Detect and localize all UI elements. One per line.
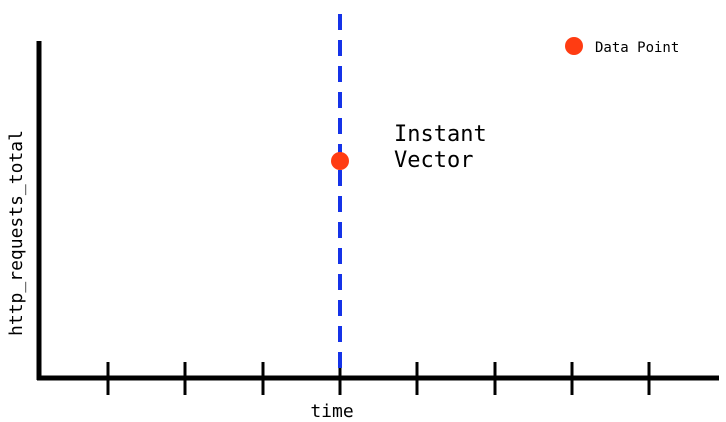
legend-label: Data Point bbox=[595, 40, 679, 56]
annotation-line-1: Instant bbox=[394, 122, 487, 147]
annotation-line-2: Vector bbox=[394, 148, 473, 173]
legend-data-point-icon bbox=[565, 37, 583, 55]
y-axis-label: http_requests_total bbox=[6, 130, 27, 336]
legend: Data Point bbox=[565, 37, 679, 56]
x-axis-label: time bbox=[310, 401, 353, 422]
data-point-marker bbox=[331, 152, 349, 170]
